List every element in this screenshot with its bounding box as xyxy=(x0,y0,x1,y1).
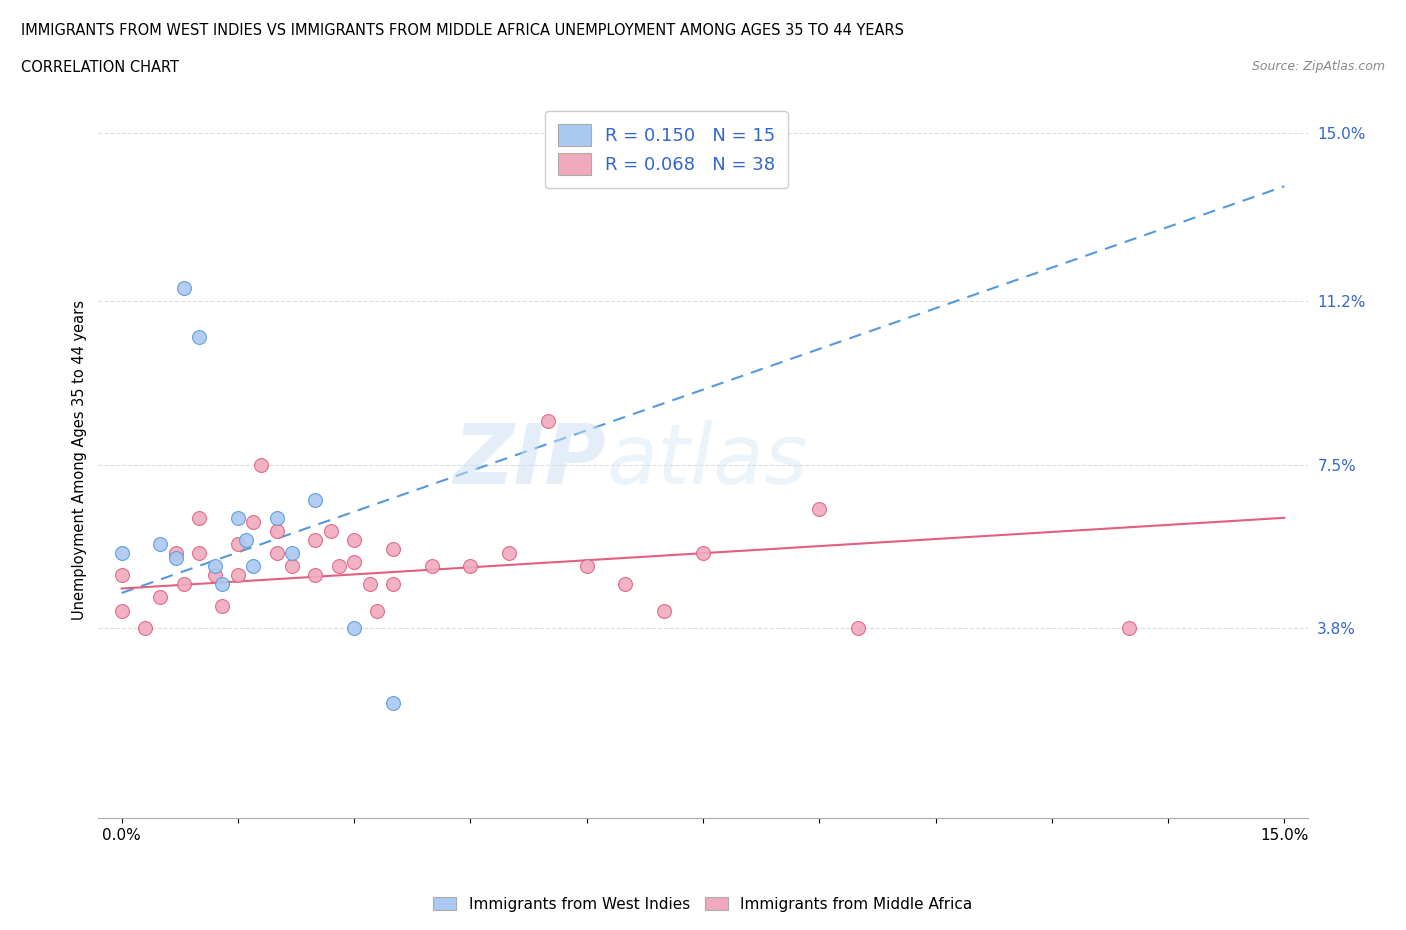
Point xyxy=(281,559,304,574)
Point xyxy=(343,533,366,548)
Text: Source: ZipAtlas.com: Source: ZipAtlas.com xyxy=(1251,60,1385,73)
Point xyxy=(808,501,831,516)
Point xyxy=(165,551,187,565)
Point xyxy=(319,524,342,538)
Point xyxy=(304,493,326,508)
Point xyxy=(846,621,869,636)
Point xyxy=(328,559,350,574)
Point xyxy=(173,281,195,296)
Text: CORRELATION CHART: CORRELATION CHART xyxy=(21,60,179,75)
Point xyxy=(111,568,134,583)
Point xyxy=(266,511,288,525)
Point xyxy=(111,604,134,618)
Point xyxy=(266,546,288,561)
Point xyxy=(173,577,195,591)
Point xyxy=(1118,621,1140,636)
Text: ZIP: ZIP xyxy=(454,419,606,501)
Point xyxy=(366,604,388,618)
Point xyxy=(343,621,366,636)
Point xyxy=(614,577,637,591)
Point xyxy=(575,559,598,574)
Point xyxy=(359,577,381,591)
Point xyxy=(188,511,211,525)
Point xyxy=(111,546,134,561)
Point xyxy=(381,577,404,591)
Point xyxy=(304,568,326,583)
Point xyxy=(226,537,249,551)
Point xyxy=(381,541,404,556)
Text: IMMIGRANTS FROM WEST INDIES VS IMMIGRANTS FROM MIDDLE AFRICA UNEMPLOYMENT AMONG : IMMIGRANTS FROM WEST INDIES VS IMMIGRANT… xyxy=(21,23,904,38)
Point xyxy=(211,577,233,591)
Point xyxy=(149,590,172,604)
Point xyxy=(266,524,288,538)
Point xyxy=(498,546,520,561)
Point xyxy=(211,599,233,614)
Point xyxy=(460,559,482,574)
Point xyxy=(226,511,249,525)
Legend: Immigrants from West Indies, Immigrants from Middle Africa: Immigrants from West Indies, Immigrants … xyxy=(427,890,979,918)
Point xyxy=(281,546,304,561)
Y-axis label: Unemployment Among Ages 35 to 44 years: Unemployment Among Ages 35 to 44 years xyxy=(72,300,87,620)
Point xyxy=(652,604,675,618)
Point xyxy=(226,568,249,583)
Text: atlas: atlas xyxy=(606,419,808,501)
Point xyxy=(420,559,443,574)
Point xyxy=(149,537,172,551)
Point xyxy=(692,546,714,561)
Point xyxy=(235,533,257,548)
Point xyxy=(204,559,226,574)
Point xyxy=(381,696,404,711)
Point xyxy=(537,413,560,428)
Legend: R = 0.150   N = 15, R = 0.068   N = 38: R = 0.150 N = 15, R = 0.068 N = 38 xyxy=(546,112,787,188)
Point xyxy=(343,554,366,569)
Point xyxy=(304,533,326,548)
Point xyxy=(188,546,211,561)
Point xyxy=(204,568,226,583)
Point xyxy=(188,329,211,344)
Point xyxy=(134,621,156,636)
Point xyxy=(165,546,187,561)
Point xyxy=(242,515,264,530)
Point xyxy=(250,458,273,472)
Point xyxy=(242,559,264,574)
